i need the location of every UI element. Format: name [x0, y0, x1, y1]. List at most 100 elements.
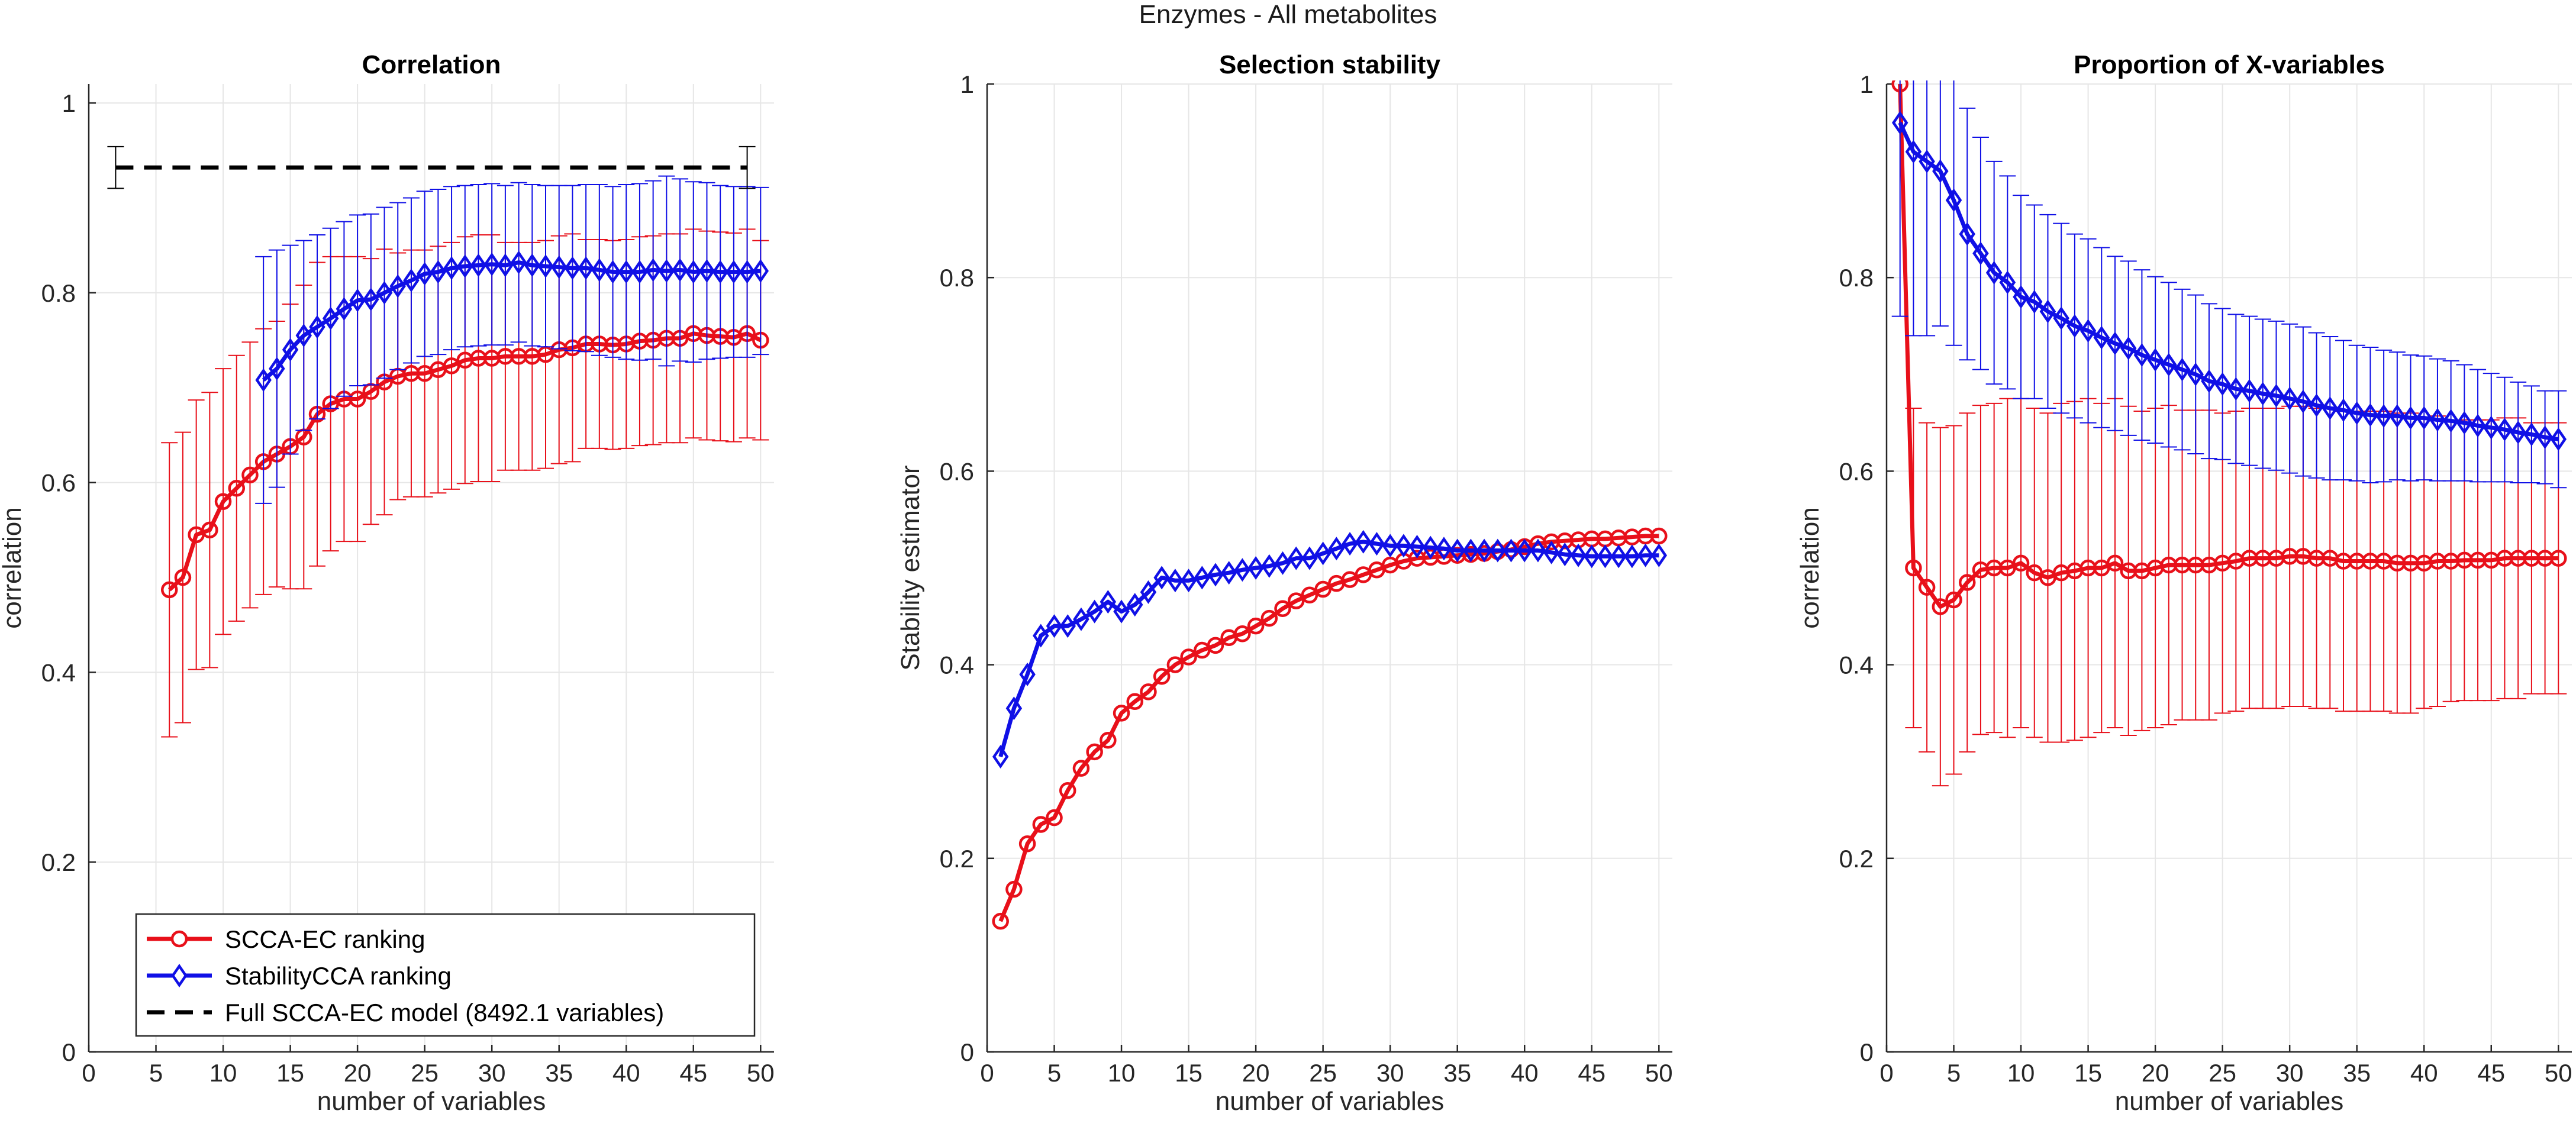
data-point [322, 306, 339, 331]
x-tick-label: 35 [2343, 1059, 2371, 1087]
x-tick-label: 30 [2276, 1059, 2304, 1087]
x-tick-label: 50 [2545, 1059, 2572, 1087]
data-point [1972, 241, 1989, 266]
y-tick-label: 0.6 [1839, 457, 1874, 485]
data-point [214, 493, 232, 510]
series-full-scca-ec-model-8492-1-variables- [107, 146, 756, 189]
data-point [349, 390, 366, 408]
data-point [1932, 598, 1949, 615]
data-point [1905, 140, 1922, 164]
y-tick-label: 0.8 [41, 279, 76, 307]
y-tick-label: 0.4 [940, 651, 974, 679]
chart-3: 0 5 10 15 20 25 30 35 40 45 50 0 0.2 0.4 0.6 0.8 1 Propor… [1795, 50, 2572, 1116]
data-point [2456, 411, 2473, 435]
y-tick-label: 0.2 [41, 848, 76, 876]
x-tick-label: 50 [747, 1059, 775, 1087]
data-point [658, 259, 675, 283]
data-point [2389, 404, 2406, 428]
data-point [2026, 290, 2043, 314]
data-point [201, 521, 218, 539]
data-point [1059, 614, 1076, 638]
data-point [1005, 880, 1023, 898]
data-point [2161, 353, 2177, 377]
data-point [1905, 559, 1922, 577]
data-point [2080, 319, 2097, 343]
y-axis-label: correlation [1795, 507, 1824, 628]
data-point [2133, 343, 2151, 367]
data-point [389, 274, 406, 298]
data-point [1247, 556, 1264, 580]
data-point [2510, 420, 2526, 444]
x-axis-label: number of variables [1216, 1087, 1444, 1116]
data-point [1556, 543, 1574, 567]
data-point [1597, 544, 1614, 569]
y-tick-label: 0 [1860, 1038, 1874, 1066]
x-tick-label: 20 [1242, 1059, 1270, 1087]
data-point [2483, 415, 2500, 440]
data-point [2013, 285, 2029, 309]
data-point [2187, 362, 2204, 386]
data-point [2550, 427, 2567, 451]
x-tick-label: 40 [2410, 1059, 2438, 1087]
data-point [1127, 593, 1143, 617]
data-point [1328, 537, 1345, 561]
data-point [457, 254, 473, 278]
x-tick-label: 5 [1947, 1059, 1961, 1087]
series-stabilitycca-ranking [992, 530, 1668, 769]
data-point [2335, 398, 2352, 422]
data-point [2322, 396, 2339, 421]
data-point [1489, 538, 1506, 563]
data-point [685, 260, 702, 284]
x-tick-label: 35 [1443, 1059, 1471, 1087]
x-tick-label: 5 [1047, 1059, 1061, 1087]
data-point [1261, 554, 1278, 578]
chart-2: 0 5 10 15 20 25 30 35 40 45 50 0 0.2 0.4 0.6 0.8 1 Select… [896, 50, 1673, 1116]
data-point [1140, 683, 1157, 700]
data-point [1503, 538, 1520, 563]
x-tick-label: 15 [276, 1059, 304, 1087]
x-tick-label: 0 [1879, 1059, 1893, 1087]
data-point [1194, 566, 1211, 590]
data-point [1059, 782, 1076, 799]
data-point [349, 288, 366, 312]
data-point [483, 252, 500, 276]
data-point [1301, 546, 1318, 570]
y-tick-label: 0 [960, 1038, 974, 1066]
data-point [1918, 579, 1936, 596]
data-point [1126, 693, 1144, 711]
legend: SCCA-EC ranking StabilityCCA ranking Full … [135, 913, 756, 1037]
data-point [2402, 406, 2419, 430]
data-point [1220, 561, 1237, 585]
y-tick-label: 0.6 [940, 457, 974, 485]
data-point [1301, 586, 1318, 604]
data-point [2255, 382, 2271, 406]
plot-area [992, 527, 1668, 930]
data-point [2281, 386, 2298, 411]
data-point [2469, 414, 2486, 438]
data-point [255, 368, 272, 392]
data-point [1073, 607, 1089, 631]
data-point [2295, 389, 2311, 414]
data-point [403, 269, 420, 292]
data-point [550, 255, 568, 279]
data-point [1919, 149, 1935, 173]
data-point [1650, 527, 1668, 545]
x-tick-label: 10 [209, 1059, 237, 1087]
plot-area [1891, 80, 2567, 787]
data-point [1570, 543, 1587, 567]
data-point [2039, 299, 2056, 324]
data-point [269, 357, 285, 381]
x-axis-label: number of variables [2115, 1087, 2343, 1116]
series-stabilitycca-ranking [255, 175, 769, 504]
x-tick-label: 20 [344, 1059, 372, 1087]
y-tick-label: 0.8 [1839, 264, 1874, 292]
data-point [470, 253, 487, 277]
data-point [1314, 541, 1331, 566]
data-point [295, 324, 312, 348]
y-tick-label: 1 [1860, 70, 1874, 98]
data-point [1153, 566, 1170, 590]
data-point [631, 260, 648, 284]
data-point [2362, 403, 2379, 427]
data-point [644, 258, 662, 282]
